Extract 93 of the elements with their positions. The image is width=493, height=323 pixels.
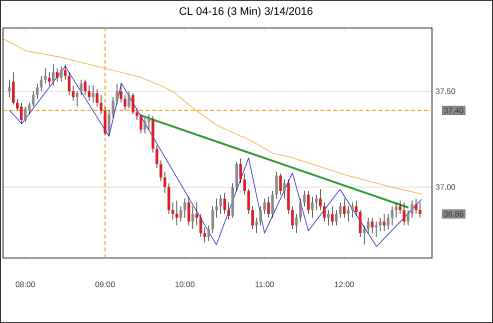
candlestick xyxy=(120,83,122,104)
candlestick xyxy=(378,217,382,232)
candlestick xyxy=(64,64,67,80)
candlestick xyxy=(96,89,98,107)
candlestick xyxy=(346,206,350,222)
candlestick xyxy=(136,108,138,120)
candlestick xyxy=(255,217,258,234)
candlestick xyxy=(243,173,246,196)
candlestick xyxy=(144,118,146,134)
candlestick xyxy=(171,202,174,220)
candlestick xyxy=(40,76,43,92)
candlestick xyxy=(271,190,274,218)
candlestick xyxy=(32,90,35,107)
candlestick xyxy=(358,210,362,238)
candlestick xyxy=(112,96,114,118)
candlestick xyxy=(92,85,94,104)
candlestick xyxy=(164,171,166,194)
candlestick xyxy=(418,202,422,218)
candlestick xyxy=(247,188,250,214)
candlestick xyxy=(342,198,346,218)
candlestick xyxy=(338,202,342,218)
candlestick xyxy=(68,72,71,96)
candlestick xyxy=(191,206,194,230)
candlestick xyxy=(132,92,134,115)
candlestick xyxy=(295,214,298,234)
candlestick xyxy=(334,210,338,226)
candlestick xyxy=(291,206,294,230)
candlestick xyxy=(195,202,198,226)
candlestick xyxy=(275,171,278,199)
candlestick xyxy=(179,206,182,222)
candlestick xyxy=(311,196,314,218)
candlestick xyxy=(108,110,110,136)
candlestick xyxy=(414,198,418,214)
candlestick xyxy=(56,68,59,82)
candlestick xyxy=(239,158,242,184)
candlestick xyxy=(52,64,55,86)
candlestick xyxy=(299,198,302,222)
candlestick xyxy=(128,90,130,109)
candlestick xyxy=(267,196,270,218)
candlestick xyxy=(80,79,82,96)
candlestick xyxy=(160,160,162,182)
chart-title: CL 04-16 (3 Min) 3/14/2016 xyxy=(180,6,312,18)
candlestick xyxy=(100,94,102,115)
candlestick xyxy=(84,79,86,96)
candlestick xyxy=(12,72,15,105)
candlestick xyxy=(315,194,318,210)
candlestick xyxy=(370,217,374,234)
candlestick xyxy=(187,196,190,226)
line-series xyxy=(8,66,422,247)
candlestick xyxy=(124,94,126,111)
candlestick xyxy=(402,202,406,226)
candlestick xyxy=(259,206,262,226)
candlestick xyxy=(223,192,226,214)
candlestick xyxy=(319,188,322,210)
candlestick xyxy=(207,225,210,242)
candlestick xyxy=(8,79,11,98)
candlestick xyxy=(44,68,47,84)
candlestick xyxy=(219,194,222,214)
candlestick xyxy=(330,206,334,226)
candlestick xyxy=(307,190,310,214)
candlestick xyxy=(104,106,106,136)
candlestick xyxy=(366,217,370,234)
candlestick xyxy=(148,114,150,130)
candlestick xyxy=(382,214,386,232)
candlestick xyxy=(406,210,410,226)
candlestick xyxy=(199,214,202,238)
candlestick xyxy=(263,198,266,214)
candlestick xyxy=(235,162,238,192)
candlestick xyxy=(279,173,282,196)
candlestick xyxy=(386,214,390,230)
candlestick xyxy=(323,202,326,222)
candlestick xyxy=(303,190,306,207)
line-series xyxy=(3,38,422,194)
candlestick xyxy=(283,179,286,199)
candlestick xyxy=(183,198,186,218)
candlestick xyxy=(227,202,230,220)
candlestick xyxy=(36,83,39,100)
candlestick xyxy=(60,66,63,82)
candlestick xyxy=(374,221,378,238)
candlestick xyxy=(326,210,330,226)
candlestick xyxy=(251,206,254,230)
candlestick xyxy=(156,144,158,168)
candlestick xyxy=(20,102,23,124)
candlestick xyxy=(211,206,214,234)
candlestick xyxy=(116,83,118,105)
candlestick xyxy=(140,114,142,134)
candlestick xyxy=(410,200,414,218)
candlestick xyxy=(24,106,27,122)
candlestick xyxy=(175,200,178,226)
candlestick xyxy=(390,206,394,226)
candlestick xyxy=(168,182,170,214)
candlestick xyxy=(76,90,79,107)
candlestick xyxy=(203,227,206,243)
